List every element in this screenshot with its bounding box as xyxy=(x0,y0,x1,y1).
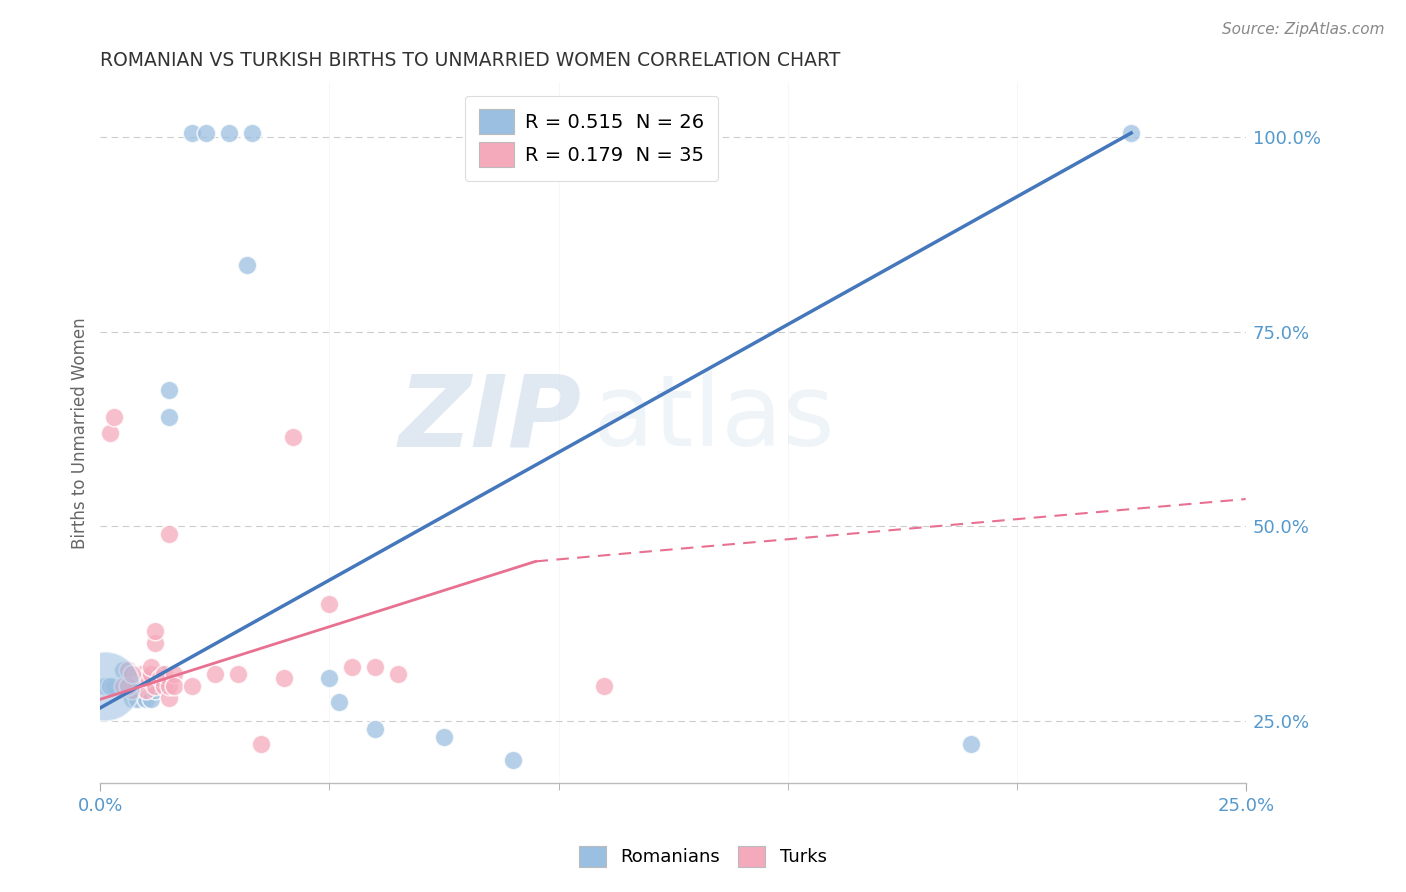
Point xyxy=(117,679,139,693)
Point xyxy=(194,126,217,140)
Point xyxy=(117,664,139,678)
Point xyxy=(143,682,166,697)
Point xyxy=(181,126,204,140)
Point xyxy=(121,667,143,681)
Point xyxy=(121,667,143,681)
Point xyxy=(112,679,135,693)
Text: Source: ZipAtlas.com: Source: ZipAtlas.com xyxy=(1222,22,1385,37)
Point xyxy=(318,671,340,685)
Point xyxy=(281,430,304,444)
Point xyxy=(226,667,249,681)
Point xyxy=(502,753,524,767)
Point xyxy=(157,410,180,425)
Point xyxy=(143,624,166,639)
Point xyxy=(163,667,186,681)
Point xyxy=(204,667,226,681)
Point xyxy=(125,667,148,681)
Point xyxy=(153,667,176,681)
Point xyxy=(328,695,350,709)
Point xyxy=(318,597,340,611)
Point xyxy=(121,682,143,697)
Text: atlas: atlas xyxy=(593,370,835,467)
Point xyxy=(153,679,176,693)
Point xyxy=(135,682,157,697)
Point xyxy=(103,679,125,693)
Point xyxy=(139,659,162,673)
Legend: R = 0.515  N = 26, R = 0.179  N = 35: R = 0.515 N = 26, R = 0.179 N = 35 xyxy=(465,95,718,180)
Point xyxy=(135,692,157,706)
Point xyxy=(157,527,180,541)
Point xyxy=(94,679,117,693)
Point xyxy=(1121,126,1143,140)
Point xyxy=(157,690,180,705)
Point xyxy=(249,738,271,752)
Point xyxy=(163,679,186,693)
Point xyxy=(960,738,983,752)
Point xyxy=(236,259,259,273)
Point xyxy=(342,659,364,673)
Text: ROMANIAN VS TURKISH BIRTHS TO UNMARRIED WOMEN CORRELATION CHART: ROMANIAN VS TURKISH BIRTHS TO UNMARRIED … xyxy=(100,51,841,70)
Legend: Romanians, Turks: Romanians, Turks xyxy=(572,838,834,874)
Point xyxy=(387,667,409,681)
Point xyxy=(593,679,616,693)
Point xyxy=(103,410,125,425)
Point xyxy=(143,636,166,650)
Point xyxy=(273,671,295,685)
Point xyxy=(433,730,456,744)
Point xyxy=(131,667,153,681)
Point xyxy=(364,659,387,673)
Point xyxy=(125,692,148,706)
Point xyxy=(364,722,387,736)
Point xyxy=(98,425,121,440)
Point xyxy=(149,667,172,681)
Point xyxy=(149,671,172,685)
Point xyxy=(121,692,143,706)
Point xyxy=(112,664,135,678)
Point xyxy=(139,667,162,681)
Text: ZIP: ZIP xyxy=(398,370,582,467)
Point xyxy=(157,383,180,397)
Point xyxy=(135,671,157,685)
Point xyxy=(94,679,117,693)
Point xyxy=(143,679,166,693)
Point xyxy=(117,679,139,693)
Point xyxy=(181,679,204,693)
Point xyxy=(98,679,121,693)
Point xyxy=(139,692,162,706)
Y-axis label: Births to Unmarried Women: Births to Unmarried Women xyxy=(72,317,89,549)
Point xyxy=(218,126,240,140)
Point xyxy=(157,679,180,693)
Point xyxy=(240,126,263,140)
